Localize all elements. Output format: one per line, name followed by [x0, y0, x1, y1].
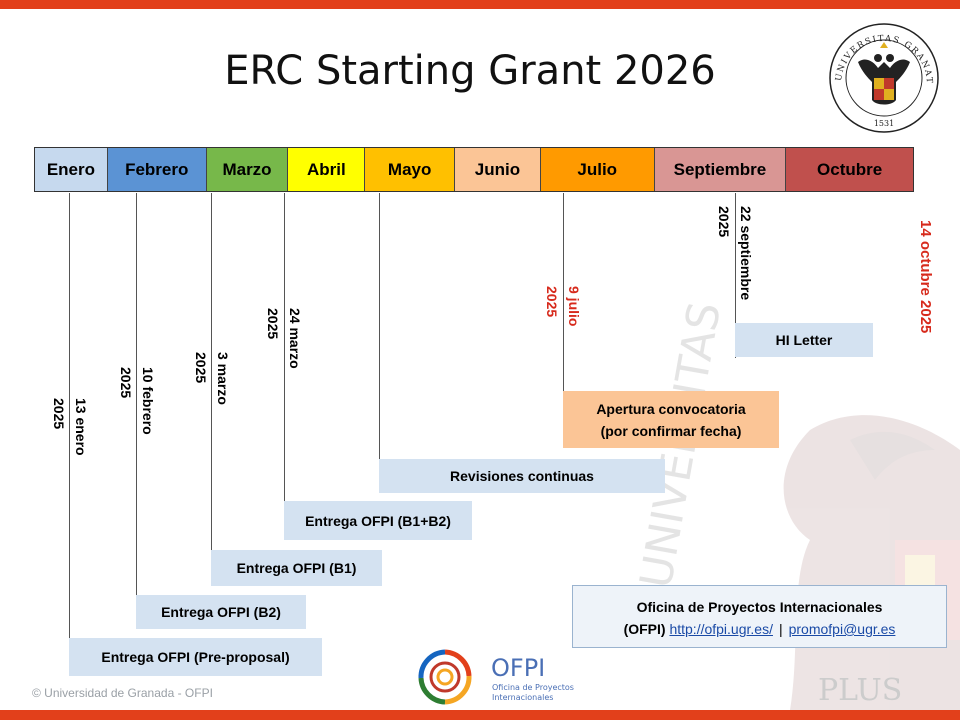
apertura-convocatoria-box: Apertura convocatoria (por confirmar fec… [563, 391, 779, 448]
top-accent-bar [0, 0, 960, 9]
entrega-b1-box: Entrega OFPI (B1) [211, 550, 382, 586]
entrega-b2-label: Entrega OFPI (B2) [161, 604, 281, 620]
apertura-line-1: Apertura convocatoria [596, 400, 746, 417]
month-label: Enero [46, 159, 95, 179]
logo-subtitle-2: Internacionales [492, 693, 553, 702]
month-label: Mayo [387, 159, 432, 179]
timeline-line-3-marzo [211, 193, 212, 586]
month-marzo: Marzo [206, 148, 289, 191]
hi-letter-label: HI Letter [775, 332, 833, 348]
hi-letter-box: HI Letter [735, 323, 873, 357]
contact-office-name: Oficina de Proyectos Internacionales [636, 599, 883, 615]
month-header-row: Enero Febrero Marzo Abril Mayo Junio Jul… [34, 147, 914, 192]
month-enero: Enero [35, 148, 108, 191]
month-mayo: Mayo [365, 148, 456, 191]
month-julio: Julio [540, 148, 655, 191]
ofpi-logo: OFPI Oficina de Proyectos Internacionale… [418, 649, 574, 705]
month-label: Febrero [125, 159, 189, 179]
contact-separator: | [778, 621, 783, 637]
entrega-preproposal-box: Entrega OFPI (Pre-proposal) [69, 638, 322, 676]
apertura-line-2: (por confirmar fecha) [600, 422, 742, 439]
month-label: Julio [577, 159, 618, 179]
timeline-line-9-julio [563, 193, 564, 393]
page-title: ERC Starting Grant 2026 [224, 48, 716, 94]
timeline-line-24-marzo [284, 193, 285, 540]
contact-prefix: (OFPI) [623, 621, 666, 637]
month-septiembre: Septiembre [654, 148, 787, 191]
logo-subtitle-1: Oficina de Proyectos [492, 683, 574, 692]
seal-year: 1531 [874, 119, 894, 128]
entrega-b1b2-box: Entrega OFPI (B1+B2) [284, 501, 472, 540]
bottom-accent-bar [0, 710, 960, 720]
date-label-9-julio: 9 julio 2025 [544, 286, 582, 327]
timeline-line-13-enero [69, 193, 70, 676]
revisiones-continuas-box: Revisiones continuas [379, 459, 665, 493]
contact-links-row: (OFPI) http://ofpi.ugr.es/ | promofpi@ugr.… [573, 618, 946, 640]
contact-info-box: Oficina de Proyectos Internacionales (OF… [572, 585, 947, 648]
timeline-line-10-febrero [136, 193, 137, 629]
university-seal-logo: UNIVERSITAS GRANATENSIS 1531 [828, 22, 939, 133]
month-abril: Abril [288, 148, 366, 191]
timeline-line-revisiones [379, 193, 380, 493]
date-label-3-marzo: 3 marzo 2025 [193, 352, 231, 405]
entrega-preproposal-label: Entrega OFPI (Pre-proposal) [101, 649, 290, 665]
watermark-plus: PLUS [818, 673, 902, 708]
month-junio: Junio [455, 148, 541, 191]
date-label-10-febrero: 10 febrero 2025 [118, 367, 156, 435]
month-octubre: Octubre [786, 148, 913, 191]
date-label-22-septiembre: 22 septiembre 2025 [716, 206, 754, 301]
revisiones-label: Revisiones continuas [450, 468, 594, 484]
month-label: Abril [306, 159, 346, 179]
ofpi-email-link[interactable]: promofpi@ugr.es [788, 621, 896, 637]
month-febrero: Febrero [107, 148, 207, 191]
timeline-line-22-septiembre [735, 193, 736, 358]
date-label-14-octubre: 14 octubre 2025 [917, 220, 934, 334]
entrega-b1b2-label: Entrega OFPI (B1+B2) [305, 512, 451, 529]
ofpi-website-link[interactable]: http://ofpi.ugr.es/ [669, 621, 773, 637]
month-label: Octubre [817, 159, 883, 179]
copyright-text: © Universidad de Granada - OFPI [32, 686, 213, 700]
entrega-b2-box: Entrega OFPI (B2) [136, 595, 306, 629]
logo-name: OFPI [491, 654, 545, 682]
month-label: Marzo [222, 159, 272, 179]
date-label-24-marzo: 24 marzo 2025 [265, 308, 303, 369]
date-label-13-enero: 13 enero 2025 [51, 398, 89, 456]
entrega-b1-label: Entrega OFPI (B1) [236, 560, 357, 576]
month-label: Junio [474, 159, 521, 179]
month-label: Septiembre [673, 159, 767, 179]
